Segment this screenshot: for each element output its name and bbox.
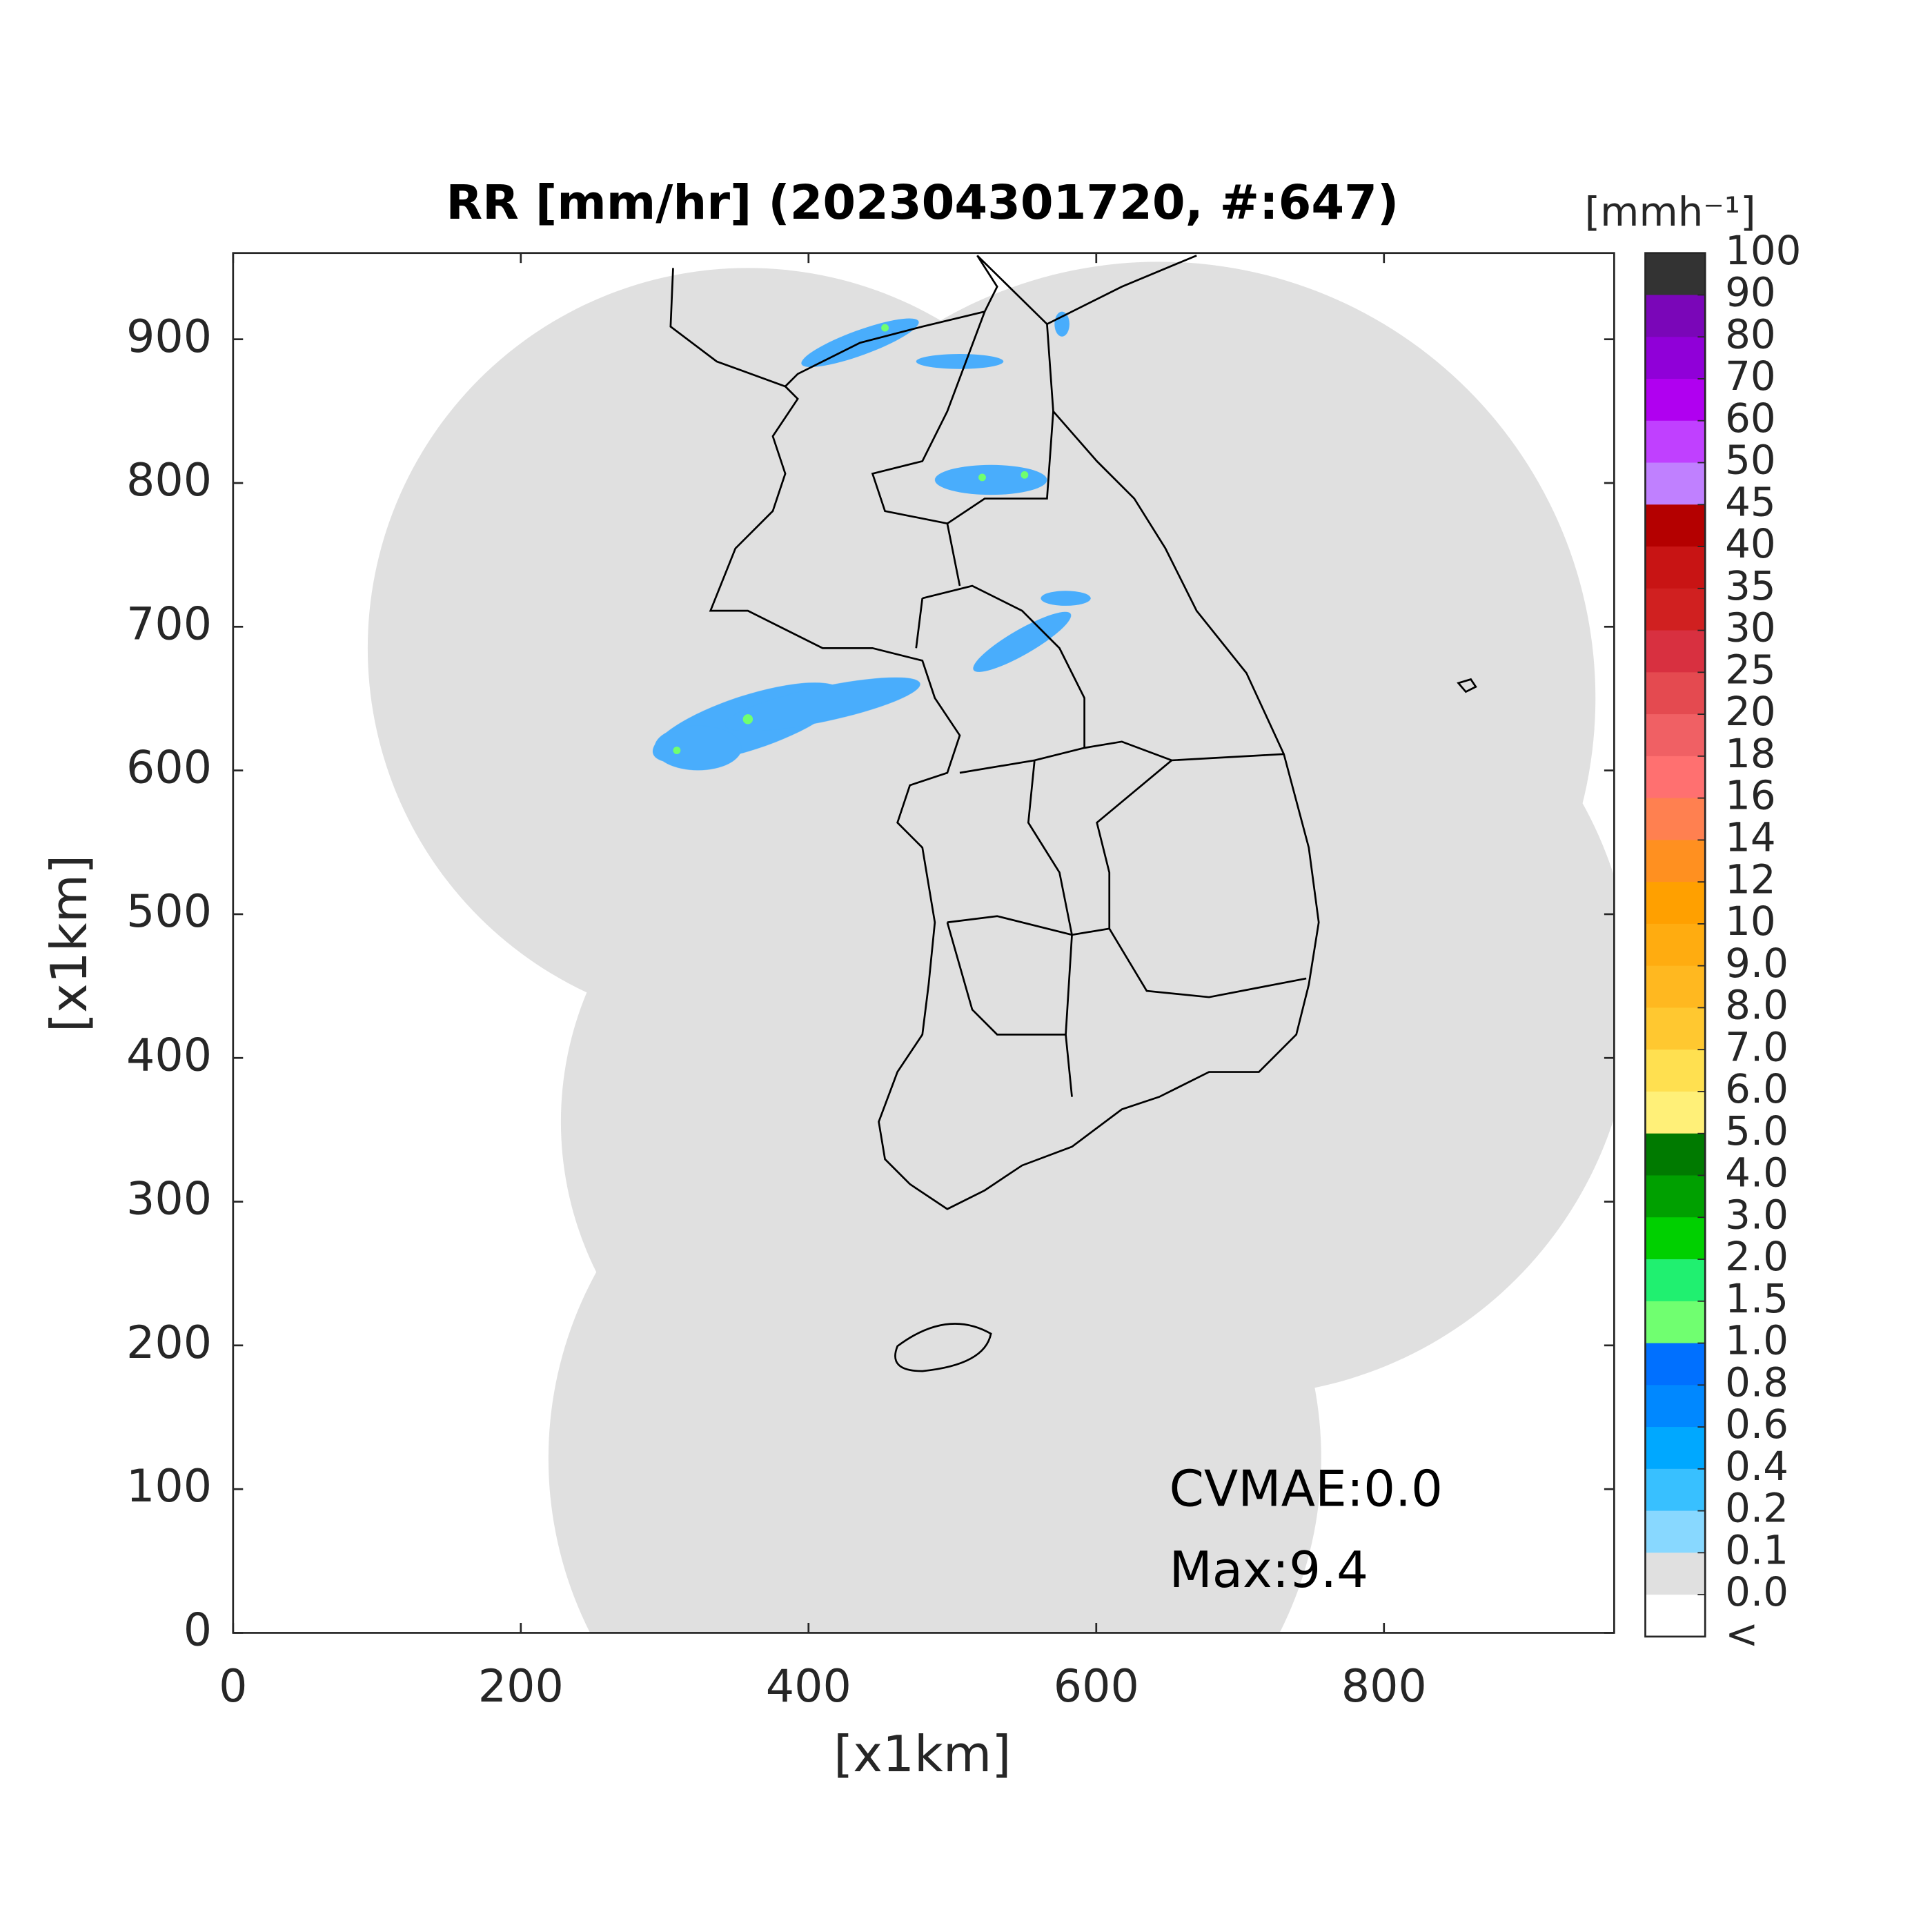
colorbar-label: 5.0 [1725,1107,1788,1154]
y-tick-label: 500 [126,886,212,938]
colorbar-label: 0.6 [1725,1401,1788,1448]
colorbar-segment [1645,1007,1706,1051]
colorbar-label: 70 [1725,353,1776,400]
colorbar-segment [1645,1385,1706,1428]
colorbar-label: 18 [1725,730,1776,777]
x-tick-label: 800 [1341,1661,1427,1713]
colorbar-segment [1645,1133,1706,1176]
colorbar-segment [1645,462,1706,506]
x-tick-label: 0 [219,1661,247,1713]
colorbar-label: 8.0 [1725,982,1788,1029]
colorbar-segment [1645,1595,1706,1637]
colorbar-label: 0.4 [1725,1443,1788,1490]
colorbar-segment [1645,1091,1706,1134]
colorbar-label: 6.0 [1725,1065,1788,1112]
y-tick-label: 800 [126,455,212,506]
colorbar-label: 1.5 [1725,1275,1788,1322]
colorbar-segment [1645,504,1706,547]
colorbar-segment [1645,756,1706,799]
y-tick-label: 700 [126,598,212,650]
colorbar-label: 20 [1725,688,1776,735]
colorbar-segment [1645,798,1706,841]
colorbar-segment [1645,378,1706,422]
annotation: Max:9.4 [1169,1541,1368,1599]
colorbar-label: 10 [1725,898,1776,945]
chart-title: RR [mm/hr] (202304301720, #:647) [446,175,1399,230]
colorbar-segment [1645,588,1706,631]
colorbar-segment [1645,1301,1706,1344]
colorbar-label: 30 [1725,604,1776,651]
radar-coverage [367,255,1615,1633]
colorbar-label: 9.0 [1725,940,1788,987]
colorbar-segment [1645,840,1706,883]
colorbar-label: < [1725,1610,1758,1657]
colorbar-label: 40 [1725,520,1776,567]
y-tick-label: 600 [126,742,212,794]
colorbar-label: 80 [1725,310,1776,357]
colorbar-label: 7.0 [1725,1023,1788,1070]
colorbar-label: 16 [1725,772,1776,819]
colorbar-label: 1.0 [1725,1317,1788,1364]
colorbar-segment [1645,1343,1706,1386]
colorbar-segment [1645,630,1706,673]
colorbar-segment [1645,1510,1706,1554]
colorbar-label: 50 [1725,437,1776,484]
rain-cores [673,324,1029,754]
colorbar-segment [1645,1427,1706,1470]
colorbar-segment [1645,714,1706,757]
colorbar-label: 0.1 [1725,1526,1788,1573]
y-tick-label: 0 [184,1605,212,1657]
colorbar-segment [1645,1468,1706,1512]
coastline [669,255,1477,1372]
colorbar-label: 4.0 [1725,1150,1788,1196]
colorbar-segment [1645,546,1706,589]
colorbar-segment [1645,420,1706,464]
colorbar-label: 25 [1725,646,1776,693]
y-tick-label: 100 [126,1461,212,1512]
annotation: CVMAE:0.0 [1169,1460,1443,1518]
y-tick-label: 200 [126,1317,212,1369]
x-tick-label: 600 [1054,1661,1139,1713]
y-tick-label: 300 [126,1174,212,1225]
colorbar-segment [1645,923,1706,967]
colorbar-segment [1645,337,1706,379]
colorbar-title: [mmh⁻¹] [1585,188,1756,235]
plot-frame [232,252,1615,1634]
x-tick-label: 200 [478,1661,564,1713]
colorbar-label: 0.8 [1725,1359,1788,1406]
colorbar-label: 100 [1725,227,1801,274]
colorbar-segment [1645,1259,1706,1302]
colorbar-segment [1645,1552,1706,1596]
colorbar-segment [1645,295,1706,338]
colorbar-label: 90 [1725,269,1776,316]
colorbar-segment [1645,1175,1706,1219]
colorbar-segment [1645,1217,1706,1260]
colorbar-segment [1645,882,1706,925]
y-tick-label: 400 [126,1029,212,1081]
colorbar-segment [1645,253,1706,296]
colorbar-frame [1644,252,1706,1638]
colorbar-label: 3.0 [1725,1191,1788,1238]
colorbar-label: 45 [1725,478,1776,525]
colorbar-label: 12 [1725,856,1776,903]
colorbar-label: 35 [1725,562,1776,609]
colorbar-segment [1645,672,1706,715]
colorbar-segment [1645,1049,1706,1092]
y-tick-label: 900 [126,311,212,363]
x-axis-label: [x1km] [834,1726,1011,1784]
colorbar-label: 14 [1725,814,1776,860]
colorbar-segment [1645,965,1706,1009]
colorbar-label: 60 [1725,395,1776,442]
x-tick-label: 400 [766,1661,851,1713]
colorbar-label: 0.0 [1725,1568,1788,1615]
colorbar-label: 0.2 [1725,1485,1788,1532]
colorbar-label: 2.0 [1725,1233,1788,1280]
y-axis-label: [x1km] [41,855,99,1032]
